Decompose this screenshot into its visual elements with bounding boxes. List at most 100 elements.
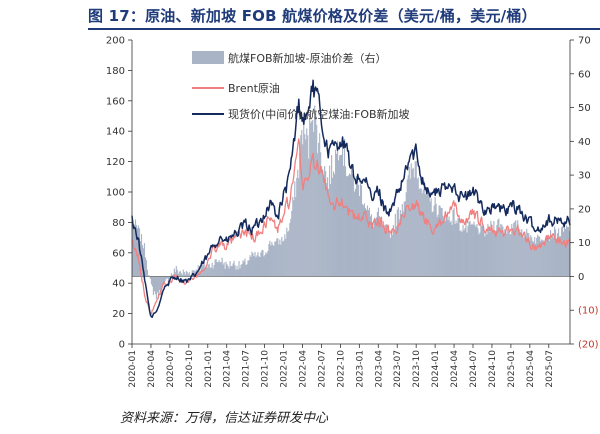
spread-bar	[284, 234, 286, 277]
spread-bar	[406, 179, 408, 277]
spread-bar	[422, 189, 424, 277]
spread-bar	[508, 231, 510, 277]
spread-bar	[392, 225, 394, 277]
spread-bar	[336, 153, 338, 277]
spread-bar	[529, 240, 531, 277]
spread-bar	[551, 238, 553, 277]
spread-bar	[436, 216, 438, 277]
spread-bar	[519, 229, 521, 277]
spread-bar	[559, 236, 562, 277]
spread-bar	[534, 237, 536, 277]
legend-swatch-spread	[192, 51, 224, 64]
spread-bar	[274, 241, 276, 277]
spread-bar	[490, 220, 492, 277]
spread-bar	[412, 167, 414, 277]
spread-bar	[329, 165, 331, 277]
x-tick-label: 2020-01	[128, 350, 138, 388]
spread-bar	[430, 198, 432, 277]
spread-bar	[185, 270, 187, 277]
spread-bar	[174, 272, 176, 277]
spread-bar	[554, 226, 556, 277]
spread-bar	[561, 226, 564, 277]
spread-bar	[469, 221, 471, 277]
spread-bar	[302, 144, 304, 277]
spread-bar	[461, 232, 463, 277]
spread-bar	[291, 210, 293, 277]
spread-bar	[478, 234, 480, 277]
spread-bar	[369, 216, 372, 277]
spread-bar	[161, 276, 163, 287]
spread-bar	[298, 178, 300, 277]
spread-bar	[335, 149, 337, 277]
spread-bar	[514, 221, 516, 277]
left-tick-label: 0	[119, 340, 125, 351]
spread-bar	[144, 257, 147, 277]
spread-bar	[388, 231, 390, 277]
spread-bar	[476, 223, 478, 277]
spread-bar	[411, 169, 413, 277]
spread-bar	[441, 208, 443, 277]
spread-bar	[393, 230, 395, 277]
spread-bar	[164, 276, 166, 281]
spread-bar	[257, 252, 259, 277]
spread-bar	[243, 261, 245, 277]
spread-bar	[384, 224, 386, 277]
spread-bar	[395, 226, 397, 277]
spread-bar	[418, 188, 420, 277]
spread-bar	[473, 221, 475, 277]
spread-bar	[177, 273, 179, 277]
spread-bar	[251, 251, 253, 277]
spread-bar	[552, 235, 554, 277]
source-note: 资料来源：万得，信达证券研发中心	[120, 411, 329, 426]
spread-bar	[497, 219, 499, 277]
spread-bar	[253, 256, 255, 277]
spread-bar	[502, 226, 504, 277]
spread-bar	[435, 203, 437, 277]
spread-bar	[221, 257, 223, 277]
spread-bar	[468, 221, 470, 277]
spread-bar	[232, 263, 234, 277]
legend-label-brent: Brent原油	[228, 81, 280, 95]
spread-bar	[200, 263, 202, 277]
spread-bar	[327, 177, 329, 277]
spread-bar	[356, 177, 359, 277]
spread-bar	[352, 179, 355, 277]
spread-bar	[565, 225, 568, 277]
spread-bar	[536, 237, 538, 277]
spread-bar	[189, 274, 191, 277]
spread-bar	[188, 272, 190, 277]
spread-bar	[182, 269, 184, 277]
spread-bar	[380, 216, 382, 277]
spread-bar	[558, 228, 560, 277]
spread-bar	[522, 236, 524, 277]
spread-bar	[339, 155, 341, 277]
spread-bar	[181, 274, 183, 277]
spread-bar	[427, 191, 429, 277]
spread-bar	[180, 273, 182, 277]
spread-bar	[477, 228, 479, 277]
x-tick-label: 2021-07	[242, 350, 252, 388]
spread-bar	[513, 222, 515, 277]
spread-bar	[506, 233, 508, 277]
spread-bar	[218, 260, 220, 277]
figure-title: 图 17：原油、新加坡 FOB 航煤价格及价差（美元/桶，美元/桶）	[88, 7, 537, 25]
spread-bar	[283, 240, 285, 277]
right-tick-label: 20	[578, 204, 591, 215]
spread-bar	[504, 229, 506, 277]
spread-bar	[292, 196, 294, 277]
spread-bar	[252, 253, 254, 277]
spread-bar	[186, 272, 188, 277]
spread-bar	[425, 194, 427, 277]
spread-bar	[281, 236, 283, 277]
axes-layer: 0 20 40 60 80 100 120 140 160 180 200 (20) (10) 0 10 20…	[106, 36, 599, 388]
spread-bar	[402, 211, 404, 277]
spread-bar	[208, 263, 210, 277]
spread-bar	[256, 255, 258, 277]
x-tick-label: 2021-04	[223, 350, 233, 388]
spread-bar	[159, 276, 161, 296]
spread-bar	[142, 248, 145, 277]
spread-bar	[342, 165, 345, 277]
spread-bar	[207, 264, 209, 277]
